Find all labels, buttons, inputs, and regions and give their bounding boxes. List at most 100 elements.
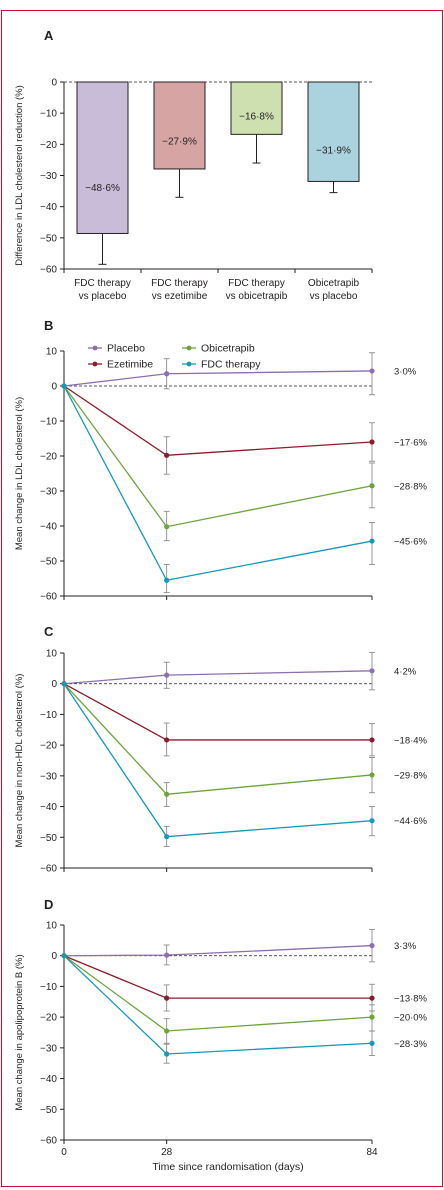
category-label: vs placebo	[79, 291, 127, 302]
series-line	[63, 955, 372, 999]
panel-letter: A	[44, 28, 54, 43]
data-point	[164, 952, 170, 958]
category-label: FDC therapy	[74, 278, 131, 289]
data-point	[369, 668, 375, 674]
end-value-label: 4·2%	[394, 666, 417, 677]
y-tick-label: 0	[51, 382, 57, 393]
bar-value-label: −48·6%	[85, 183, 120, 194]
y-tick-label: −40	[40, 1074, 57, 1085]
y-tick-label: −50	[40, 557, 57, 568]
y-axis-label: Mean change in LDL cholesterol (%)	[14, 397, 25, 550]
y-tick-label: 10	[46, 649, 58, 660]
panel-letter: B	[44, 318, 53, 333]
data-point	[369, 368, 375, 374]
data-point	[61, 383, 67, 389]
y-tick-label: −50	[40, 233, 57, 244]
y-axis-label: Mean change in apolipoprotein B (%)	[14, 954, 25, 1110]
series-fdc-therapy: −45·6%	[61, 383, 428, 593]
end-value-label: 3·0%	[394, 366, 417, 377]
data-point	[164, 995, 170, 1001]
end-value-label: −18·4%	[394, 735, 428, 746]
end-value-label: −44·6%	[394, 816, 428, 827]
data-point	[164, 524, 170, 530]
category-label: vs ezetimibe	[152, 291, 208, 302]
series-line	[63, 385, 373, 456]
bar	[153, 81, 206, 170]
data-point	[164, 1051, 170, 1057]
y-tick-label: −60	[40, 1136, 57, 1147]
data-point	[369, 995, 375, 1001]
category-label: vs placebo	[310, 291, 358, 302]
series-obicetrapib: −29·8%	[61, 681, 428, 808]
y-tick-label: 0	[51, 78, 57, 89]
y-tick-label: −30	[40, 771, 57, 782]
legend-item: Placebo	[88, 343, 145, 355]
data-point	[369, 942, 375, 949]
end-value-label: −45·6%	[394, 537, 428, 548]
data-point	[61, 953, 67, 959]
x-tick-label: 84	[366, 1147, 378, 1158]
legend-item: Obicetrapib	[182, 343, 255, 355]
category-label: FDC therapy	[228, 278, 285, 289]
series-ezetimibe: −17·6%	[61, 383, 428, 475]
end-value-label: −29·8%	[394, 770, 428, 781]
y-tick-label: −40	[40, 802, 57, 813]
data-point	[369, 483, 375, 489]
end-value-label: −28·3%	[394, 1039, 428, 1050]
bar-value-label: −16·8%	[239, 112, 274, 123]
y-tick-label: −50	[40, 833, 57, 844]
y-tick-label: −50	[40, 1105, 57, 1116]
legend-label: Ezetimibe	[107, 359, 153, 371]
series-fdc-therapy: −28·3%	[61, 953, 428, 1064]
panel-letter: D	[44, 897, 53, 912]
y-tick-label: −40	[40, 202, 57, 213]
legend-swatch-marker	[92, 361, 98, 367]
data-point	[369, 439, 375, 445]
category-label: Obicetrapib	[308, 278, 360, 289]
data-point	[164, 672, 170, 678]
panel-d: D 10 0 −10 −20 −30 −40 −50 −60 Mean change in apo…	[14, 897, 428, 1173]
bar-value-label: −27·9%	[162, 137, 197, 148]
end-value-label: −17·6%	[394, 438, 428, 449]
data-point	[164, 1028, 170, 1034]
series-placebo: 3·3%	[61, 929, 417, 966]
end-value-label: −28·8%	[394, 481, 428, 492]
y-tick-label: 0	[51, 679, 57, 690]
y-tick-label: −30	[40, 1043, 57, 1054]
category-label: vs obicetrapib	[226, 291, 288, 302]
y-tick-label: 0	[51, 951, 57, 962]
data-point	[164, 791, 170, 797]
panel-a: A 0 −10 −20 −30 −40 −50 −60 Difference in LDL ch…	[14, 28, 373, 302]
y-tick-label: −10	[40, 982, 57, 993]
series-obicetrapib: −20·0%	[61, 953, 428, 1044]
data-point	[164, 834, 170, 840]
series-line	[63, 670, 373, 685]
series-line	[63, 955, 373, 1032]
bar-value-label: −31·9%	[316, 146, 351, 157]
y-tick-label: −20	[40, 1013, 57, 1024]
y-axis-label: Difference in LDL cholesterol reduction …	[14, 85, 25, 266]
data-point	[369, 1040, 375, 1046]
legend-swatch-marker	[92, 345, 98, 351]
legend-label: FDC therapy	[201, 359, 261, 371]
series-placebo: 4·2%	[61, 651, 417, 691]
panel-b: B 10 0 −10 −20 −30 −40 −50 −60 Mean change in LDL…	[14, 318, 428, 603]
y-tick-label: −10	[40, 109, 57, 120]
data-point	[369, 538, 375, 544]
data-point	[369, 772, 375, 778]
series-line	[63, 683, 373, 838]
series-line	[63, 385, 373, 581]
legend-swatch-marker	[186, 361, 192, 367]
panel-letter: C	[44, 624, 54, 639]
legend-label: Obicetrapib	[201, 343, 255, 355]
data-point	[61, 681, 67, 687]
y-tick-label: −20	[40, 452, 57, 463]
x-tick-label: 0	[61, 1147, 67, 1158]
y-tick-label: 10	[46, 921, 58, 932]
y-axis-label: Mean change in non-HDL cholesterol (%)	[14, 674, 25, 848]
series-line	[63, 385, 373, 528]
y-tick-label: −10	[40, 710, 57, 721]
series-line	[63, 944, 373, 957]
y-tick-label: −30	[40, 171, 57, 182]
category-label: FDC therapy	[151, 278, 208, 289]
